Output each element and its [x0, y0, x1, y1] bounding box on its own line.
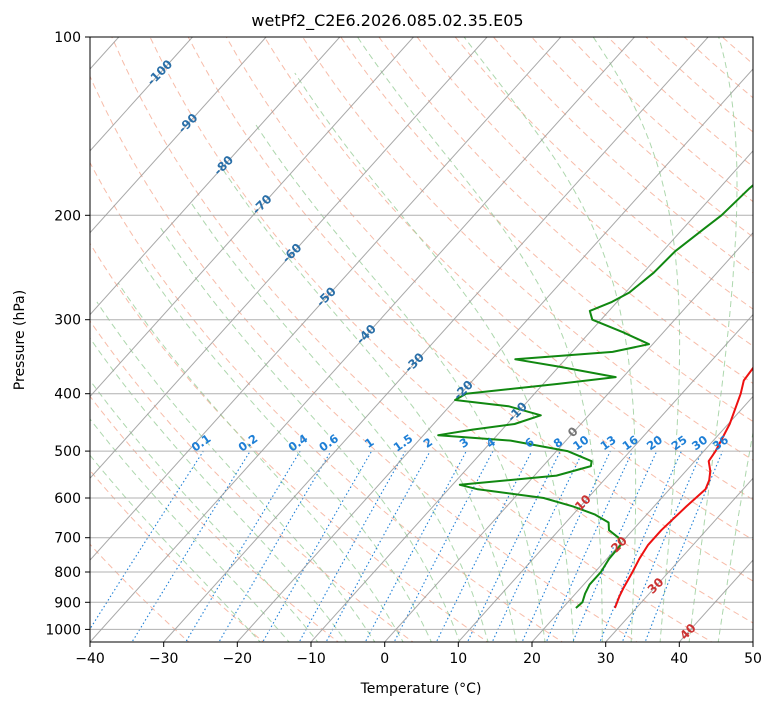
- y-tick-label: 100: [54, 30, 81, 46]
- y-tick-label: 300: [54, 313, 81, 329]
- y-tick-label: 900: [54, 595, 81, 611]
- y-tick-label: 200: [54, 208, 81, 224]
- x-tick-label: 40: [670, 651, 688, 667]
- chart-title: wetPf2_C2E6.2026.085.02.35.E05: [251, 11, 523, 31]
- x-tick-label: −40: [75, 651, 105, 667]
- y-tick-label: 800: [54, 565, 81, 581]
- x-tick-label: 20: [523, 651, 541, 667]
- x-tick-label: 0: [380, 651, 389, 667]
- y-tick-label: 400: [54, 387, 81, 403]
- y-tick-label: 500: [54, 444, 81, 460]
- y-tick-label: 700: [54, 531, 81, 547]
- y-axis-label: Pressure (hPa): [12, 290, 28, 390]
- y-tick-label: 600: [54, 491, 81, 507]
- x-tick-label: −10: [296, 651, 326, 667]
- x-tick-label: 30: [597, 651, 615, 667]
- y-tick-label: 1000: [45, 622, 81, 638]
- x-tick-label: 10: [449, 651, 467, 667]
- x-tick-label: 50: [744, 651, 762, 667]
- x-tick-label: −20: [223, 651, 253, 667]
- x-axis-label: Temperature (°C): [360, 681, 482, 697]
- x-tick-label: −30: [149, 651, 179, 667]
